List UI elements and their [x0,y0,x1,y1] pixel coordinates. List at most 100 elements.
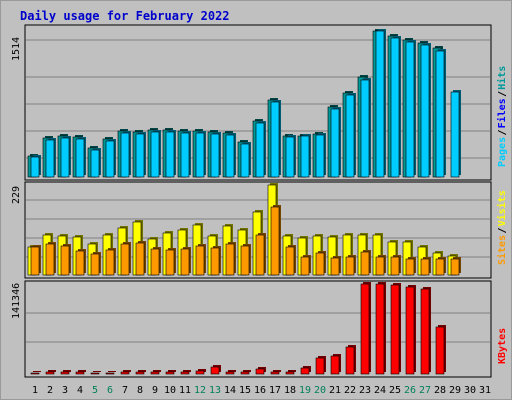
bar-kbytes-kbytes-day-27 [420,288,430,375]
kbytes-max-label: 141346 [11,283,22,319]
x-tick-label: 17 [269,385,281,396]
bar-hits-pages-day-25 [390,37,400,178]
bar-kbytes-kbytes-day-3 [60,371,70,375]
x-tick-label: 21 [329,385,341,396]
x-tick-label: 15 [239,385,251,396]
bar-visits-sites-day-17 [270,206,280,276]
bar-kbytes-kbytes-day-17 [270,371,280,375]
x-tick-label: 26 [404,385,416,396]
bar-visits-sites-day-16 [255,234,265,276]
x-tick-label: 12 [194,385,206,396]
x-tick-label: 6 [107,385,113,396]
x-tick-label: 8 [137,385,143,396]
side-label-slash: / [497,129,508,135]
side-label-files: Files [496,98,508,128]
bar-kbytes-kbytes-day-4 [75,371,85,375]
bar-hits-pages-day-28 [435,50,445,178]
x-tick-label: 10 [164,385,176,396]
bar-shadow [48,370,56,372]
bar-shadow [63,370,71,372]
bar-shadow [243,370,251,372]
bar-shadow [228,370,236,372]
bar-shadow [153,370,161,372]
bar-shadow [93,371,101,372]
x-tick-label: 31 [479,385,491,396]
x-tick-label: 11 [179,385,191,396]
side-label-sites: Sites [496,235,508,265]
bar-visits-sites-day-7 [120,243,130,276]
x-tick-label: 23 [359,385,371,396]
bar-visits-sites-day-23 [360,251,370,276]
bar-kbytes-kbytes-day-9 [150,371,160,375]
bar-hits-pages-day-4 [75,138,85,178]
bar-kbytes-kbytes-day-11 [180,371,190,375]
bar-hits-pages-day-29 [450,91,460,178]
bar-hits-pages-day-18 [285,136,295,178]
bar-visits-sites-day-8 [135,242,145,276]
bar-shadow [183,370,191,372]
bar-hits-pages-day-21 [330,108,340,178]
bar-shadow [138,370,146,372]
bar-visits-sites-day-14 [225,243,235,276]
bar-visits-sites-day-22 [345,256,355,276]
x-tick-label: 29 [449,385,461,396]
bar-kbytes-kbytes-day-15 [240,371,250,375]
x-tick-label: 16 [254,385,266,396]
bar-kbytes-kbytes-day-2 [45,371,55,375]
x-tick-label: 27 [419,385,431,396]
bar-kbytes-kbytes-day-24 [375,283,385,375]
bar-visits-sites-day-27 [420,258,430,276]
bar-shadow [78,370,86,372]
bar-visits-sites-day-20 [315,252,325,276]
x-tick-label: 7 [122,385,128,396]
bar-visits-sites-day-19 [300,256,310,276]
x-tick-label: 4 [77,385,83,396]
x-tick-label: 2 [47,385,53,396]
bar-kbytes-kbytes-day-25 [390,284,400,375]
bar-visits-sites-day-4 [75,250,85,276]
bar-visits-sites-day-5 [90,253,100,276]
bar-hits-pages-day-23 [360,79,370,178]
bars [27,29,461,375]
bar-hits-pages-day-26 [405,41,415,178]
x-tick-label: 18 [284,385,296,396]
bar-shadow [198,369,206,372]
bar-kbytes-kbytes-day-6 [105,372,115,375]
bar-kbytes-kbytes-day-7 [120,371,130,375]
x-tick-label: 9 [152,385,158,396]
bar-hits-pages-day-19 [300,135,310,178]
bar-visits-sites-day-24 [375,256,385,276]
bar-visits-sites-day-21 [330,257,340,276]
bar-shadow [273,370,281,372]
bar-hits-pages-day-24 [375,30,385,178]
bar-visits-sites-day-13 [210,247,220,276]
x-tick-label: 19 [299,385,311,396]
side-label-hits: Hits [496,66,508,90]
bar-visits-sites-day-9 [150,248,160,276]
bar-shadow [168,370,176,372]
bar-visits-sites-day-6 [105,249,115,276]
hits-max-label: 1514 [11,37,22,61]
bar-hits-pages-day-12 [195,132,205,178]
bar-hits-pages-day-16 [255,122,265,178]
bar-kbytes-kbytes-day-28 [435,326,445,375]
bar-visits-sites-day-11 [180,248,190,276]
bar-kbytes-kbytes-day-14 [225,371,235,375]
bar-kbytes-kbytes-day-20 [315,357,325,375]
side-label-pages: Pages [497,137,508,167]
bar-visits-sites-day-18 [285,246,295,276]
bar-hits-pages-day-13 [210,133,220,178]
bar-hits-pages-day-2 [45,139,55,178]
bar-hits-pages-day-6 [105,140,115,178]
bar-kbytes-kbytes-day-26 [405,286,415,375]
x-tick-label: 20 [314,385,326,396]
bar-hits-pages-day-7 [120,132,130,178]
side-label-visits: Visits [496,190,508,226]
bar-visits-sites-day-10 [165,249,175,276]
bar-visits-sites-day-15 [240,245,250,276]
x-tick-label: 13 [209,385,221,396]
side-label-slash: / [497,91,508,97]
bar-kbytes-kbytes-day-23 [360,283,370,375]
chart-title: Daily usage for February 2022 [20,9,230,23]
